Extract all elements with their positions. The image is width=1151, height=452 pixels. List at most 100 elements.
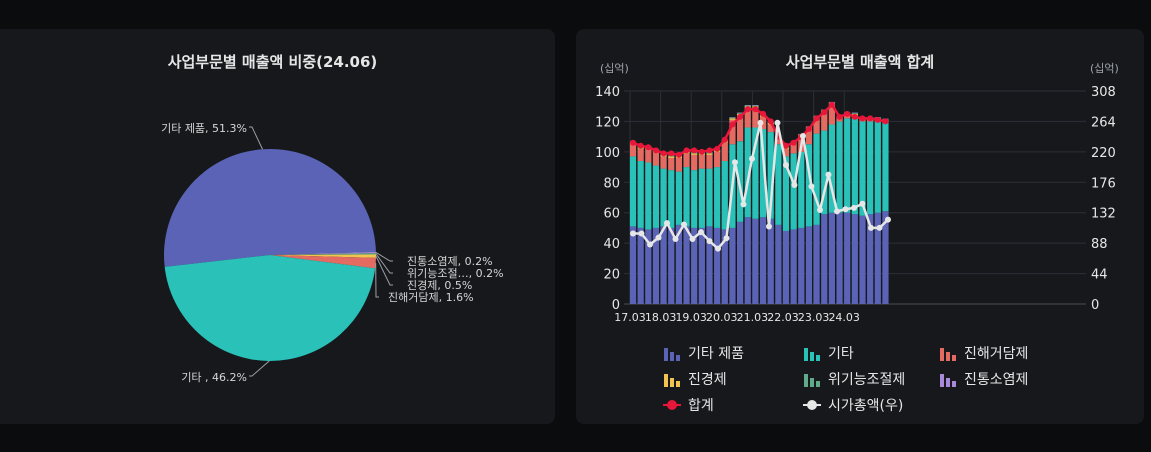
bar-진해거담제[interactable] bbox=[836, 118, 843, 122]
line-point-합계[interactable] bbox=[698, 148, 705, 155]
line-point-시가총액(우)[interactable] bbox=[859, 200, 866, 207]
line-point-시가총액(우)[interactable] bbox=[816, 206, 823, 213]
line-point-시가총액(우)[interactable] bbox=[884, 216, 891, 223]
line-point-시가총액(우)[interactable] bbox=[680, 221, 687, 228]
line-point-합계[interactable] bbox=[805, 126, 812, 133]
bar-기타 제품[interactable] bbox=[798, 227, 805, 304]
bar-진해거담제[interactable] bbox=[683, 153, 690, 168]
bar-기타 제품[interactable] bbox=[683, 226, 690, 304]
bar-기타[interactable] bbox=[721, 160, 728, 230]
bar-기타 제품[interactable] bbox=[775, 224, 782, 304]
line-point-시가총액(우)[interactable] bbox=[748, 155, 755, 162]
legend-item-합계[interactable]: 합계 bbox=[662, 395, 802, 415]
bar-기타 제품[interactable] bbox=[859, 215, 866, 304]
bar-진해거담제[interactable] bbox=[629, 144, 637, 157]
bar-기타[interactable] bbox=[874, 121, 881, 213]
bar-진해거담제[interactable] bbox=[675, 157, 682, 172]
line-point-시가총액(우)[interactable] bbox=[799, 132, 806, 139]
bar-기타[interactable] bbox=[859, 121, 866, 216]
bar-기타 제품[interactable] bbox=[782, 230, 790, 304]
line-point-합계[interactable] bbox=[813, 115, 820, 122]
line-point-시가총액(우)[interactable] bbox=[791, 182, 798, 189]
bar-기타[interactable] bbox=[744, 127, 751, 218]
line-point-합계[interactable] bbox=[752, 106, 759, 113]
legend-item-진경제[interactable]: 진경제 bbox=[662, 369, 802, 389]
bar-진해거담제[interactable] bbox=[782, 148, 790, 157]
bar-위기능조절제[interactable] bbox=[729, 117, 736, 119]
bar-기타 제품[interactable] bbox=[668, 227, 675, 304]
line-point-시가총액(우)[interactable] bbox=[850, 204, 857, 211]
bar-기타[interactable] bbox=[828, 124, 835, 213]
bar-기타 제품[interactable] bbox=[691, 227, 698, 304]
bar-기타 제품[interactable] bbox=[828, 212, 835, 304]
line-point-시가총액(우)[interactable] bbox=[740, 201, 747, 208]
line-point-시가총액(우)[interactable] bbox=[663, 220, 670, 227]
bar-기타[interactable] bbox=[844, 118, 851, 213]
bar-진해거담제[interactable] bbox=[698, 154, 705, 169]
bar-기타 제품[interactable] bbox=[844, 212, 851, 304]
line-point-합계[interactable] bbox=[744, 106, 751, 113]
bar-기타[interactable] bbox=[637, 160, 644, 228]
bar-위기능조절제[interactable] bbox=[744, 105, 751, 107]
bar-기타[interactable] bbox=[714, 167, 721, 228]
line-point-시가총액(우)[interactable] bbox=[689, 235, 696, 242]
bar-진해거담제[interactable] bbox=[775, 138, 782, 145]
line-point-시가총액(우)[interactable] bbox=[723, 235, 730, 242]
line-point-합계[interactable] bbox=[783, 142, 789, 149]
line-point-합계[interactable] bbox=[721, 136, 728, 143]
bar-진해거담제[interactable] bbox=[805, 129, 813, 145]
line-point-시가총액(우)[interactable] bbox=[655, 234, 662, 241]
bar-기타 제품[interactable] bbox=[851, 214, 858, 304]
line-point-합계[interactable] bbox=[828, 101, 835, 108]
bar-기타 제품[interactable] bbox=[714, 227, 721, 304]
bar-기타 제품[interactable] bbox=[813, 224, 820, 304]
legend-item-기타 제품[interactable]: 기타 제품 bbox=[662, 343, 802, 363]
bar-기타 제품[interactable] bbox=[874, 212, 881, 304]
bar-진경제[interactable] bbox=[706, 153, 713, 155]
line-point-합계[interactable] bbox=[668, 150, 675, 157]
line-point-시가총액(우)[interactable] bbox=[706, 238, 713, 245]
bar-기타 제품[interactable] bbox=[882, 211, 889, 304]
bar-기타[interactable] bbox=[668, 170, 675, 228]
bar-기타 제품[interactable] bbox=[867, 214, 874, 304]
bar-기타 제품[interactable] bbox=[645, 229, 652, 304]
bar-진해거담제[interactable] bbox=[744, 107, 751, 128]
line-point-합계[interactable] bbox=[652, 147, 659, 154]
line-point-시가총액(우)[interactable] bbox=[782, 161, 789, 168]
pie-slice-위기능조절제[interactable] bbox=[270, 253, 376, 255]
bar-진해거담제[interactable] bbox=[821, 112, 828, 131]
bar-진해거담제[interactable] bbox=[721, 142, 728, 161]
line-point-시가총액(우)[interactable] bbox=[646, 241, 653, 248]
bar-위기능조절제[interactable] bbox=[851, 113, 858, 114]
line-point-시가총액(우)[interactable] bbox=[630, 230, 636, 237]
line-point-합계[interactable] bbox=[675, 151, 682, 158]
bar-기타 제품[interactable] bbox=[721, 229, 728, 304]
bar-기타[interactable] bbox=[759, 129, 767, 218]
bar-진해거담제[interactable] bbox=[652, 151, 660, 166]
bar-진해거담제[interactable] bbox=[706, 154, 713, 169]
bar-진해거담제[interactable] bbox=[729, 119, 736, 145]
bar-진해거담제[interactable] bbox=[691, 154, 698, 171]
bar-기타 제품[interactable] bbox=[629, 226, 637, 304]
line-point-합계[interactable] bbox=[760, 110, 767, 117]
bar-기타[interactable] bbox=[851, 118, 858, 215]
bar-기타[interactable] bbox=[775, 144, 782, 225]
bar-기타[interactable] bbox=[652, 165, 660, 228]
line-point-합계[interactable] bbox=[821, 109, 828, 116]
bar-기타[interactable] bbox=[691, 170, 698, 228]
line-point-시가총액(우)[interactable] bbox=[757, 119, 764, 126]
bar-기타[interactable] bbox=[790, 153, 797, 230]
line-point-합계[interactable] bbox=[630, 139, 636, 146]
line-point-합계[interactable] bbox=[737, 113, 744, 120]
bar-기타[interactable] bbox=[836, 121, 843, 213]
bar-진경제[interactable] bbox=[729, 118, 736, 120]
line-point-합계[interactable] bbox=[645, 144, 652, 151]
pie-slice-진통소염제[interactable] bbox=[270, 251, 376, 255]
pie-slice-기타[interactable] bbox=[164, 255, 376, 362]
bar-기타[interactable] bbox=[629, 156, 637, 227]
line-point-합계[interactable] bbox=[729, 121, 736, 128]
bar-기타[interactable] bbox=[767, 132, 774, 219]
bar-기타[interactable] bbox=[660, 168, 667, 227]
bar-기타[interactable] bbox=[683, 167, 690, 227]
bar-위기능조절제[interactable] bbox=[752, 105, 759, 107]
